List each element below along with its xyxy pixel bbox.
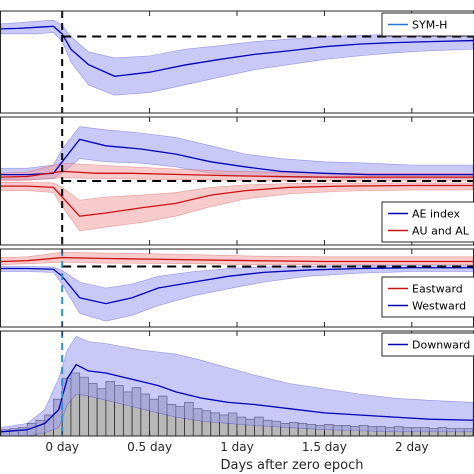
- panel-sym-h: SYM-H: [0, 10, 474, 114]
- x-axis-label: Days after zero epoch: [220, 458, 363, 473]
- legend-box: [381, 201, 474, 243]
- panel-plot-area: [1, 126, 473, 232]
- panel-plot-area: [1, 19, 473, 96]
- line-downward: [1, 363, 473, 433]
- band-westward: [1, 265, 473, 322]
- legend-label: AE index: [412, 208, 461, 221]
- legend-label: Westward: [412, 300, 466, 313]
- panel-ae: AE index AU and AL: [0, 116, 474, 246]
- line-au: [1, 170, 473, 178]
- legend: AE index AU and AL: [381, 201, 474, 243]
- band-downward: [1, 335, 473, 436]
- panel-electrojet: Eastward Westward: [0, 248, 474, 328]
- x-tick-label: 0 day: [45, 440, 79, 454]
- legend-box: [381, 12, 474, 37]
- legend-box: [381, 332, 474, 357]
- panel-plot-area: [1, 251, 473, 322]
- x-tick-label: 0.5 day: [127, 440, 172, 454]
- legend-label: SYM-H: [412, 19, 447, 32]
- x-axis: 0 day 0.5 day 1 day 1.5 day 2 day: [45, 440, 428, 454]
- x-tick-label: 1 day: [220, 440, 254, 454]
- legend: SYM-H: [381, 12, 474, 37]
- legend-label: Eastward: [412, 283, 463, 296]
- panel-plot-area: [1, 335, 473, 436]
- x-tick-label: 1.5 day: [302, 440, 347, 454]
- band-al: [1, 181, 473, 232]
- line-westward: [1, 267, 473, 305]
- band-ae-index: [1, 126, 473, 181]
- line-ae-index: [1, 138, 473, 176]
- legend: Eastward Westward: [381, 276, 474, 318]
- legend-label: Downward: [412, 339, 470, 352]
- line-al: [1, 184, 473, 217]
- panels: SYM-H AE index AU and AL Eastward Westward Do…: [0, 10, 474, 437]
- legend-label: AU and AL: [412, 225, 470, 238]
- line-sym-h: [1, 25, 473, 77]
- x-tick-label: 2 day: [395, 440, 429, 454]
- legend-box: [381, 276, 474, 318]
- panel-downward: Downward: [0, 330, 474, 437]
- legend: Downward: [381, 332, 474, 357]
- line-eastward: [1, 256, 473, 263]
